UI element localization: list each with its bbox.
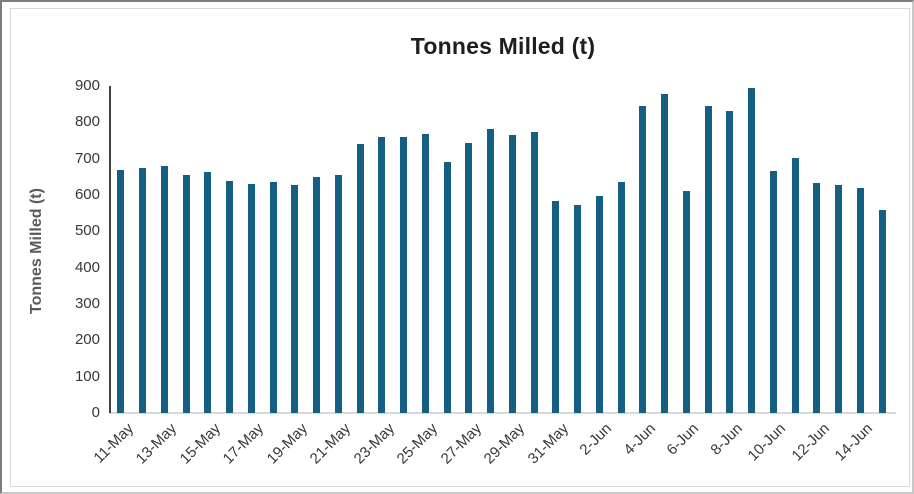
y-tick-label: 800 <box>74 113 100 131</box>
bar-13-Jun[interactable] <box>835 184 843 413</box>
bar-17-May[interactable] <box>247 183 255 413</box>
y-axis-title: Tonnes Milled (t) <box>28 188 45 314</box>
bar-9-Jun[interactable] <box>748 87 756 413</box>
bar-13-May[interactable] <box>160 166 168 413</box>
y-tick-label: 100 <box>74 367 100 385</box>
bar-15-May[interactable] <box>204 172 212 413</box>
bar-27-May[interactable] <box>465 142 473 413</box>
bar-7-Jun[interactable] <box>704 106 712 413</box>
bar-22-May[interactable] <box>356 143 364 413</box>
bar-6-Jun[interactable] <box>682 191 690 413</box>
y-tick-label: 500 <box>74 222 100 240</box>
y-tick-label: 300 <box>74 295 100 312</box>
bar-20-May[interactable] <box>313 176 321 413</box>
bar-5-Jun[interactable] <box>661 93 669 413</box>
chart-canvas[interactable]: Tonnes Milled (t) Tonnes Milled (t) 0 100… <box>10 8 910 487</box>
y-tick-label: 0 <box>91 404 100 421</box>
bar-2-Jun[interactable] <box>595 195 603 413</box>
bar-21-May[interactable] <box>334 175 342 413</box>
bar-1-Jun[interactable] <box>574 205 582 413</box>
y-tick-label: 900 <box>74 77 100 94</box>
bar-19-May[interactable] <box>291 184 299 413</box>
bar-30-May[interactable] <box>530 132 538 413</box>
bar-26-May[interactable] <box>443 162 451 413</box>
bar-14-Jun[interactable] <box>856 187 864 413</box>
bar-4-Jun[interactable] <box>639 105 647 413</box>
plot-area: 0 100 200 300 400 500 600 700 800 900 11-May 13-May… <box>75 77 896 467</box>
y-tick-label: 600 <box>74 186 100 203</box>
bar-18-May[interactable] <box>269 182 277 413</box>
bar-12-May[interactable] <box>139 168 147 413</box>
bar-28-May[interactable] <box>487 128 495 413</box>
chart-title: Tonnes Milled (t) <box>410 33 596 59</box>
y-axis-line <box>109 86 111 413</box>
bar-10-Jun[interactable] <box>769 170 777 413</box>
bar-24-May[interactable] <box>400 137 408 413</box>
bar-25-May[interactable] <box>421 133 429 413</box>
x-axis-line <box>109 412 896 414</box>
bar-16-May[interactable] <box>226 181 234 413</box>
bar-31-May[interactable] <box>552 201 560 413</box>
bar-15-Jun[interactable] <box>878 209 886 413</box>
bar-23-May[interactable] <box>378 136 386 413</box>
y-tick-label: 400 <box>74 258 100 276</box>
bar-11-Jun[interactable] <box>791 158 799 413</box>
y-tick-label: 700 <box>74 149 100 167</box>
bar-14-May[interactable] <box>182 174 190 413</box>
bar-29-May[interactable] <box>508 134 516 413</box>
bar-3-Jun[interactable] <box>617 182 625 413</box>
bar-8-Jun[interactable] <box>726 111 734 413</box>
y-tick-label: 200 <box>74 331 100 349</box>
bar-11-May[interactable] <box>117 169 125 413</box>
bar-12-Jun[interactable] <box>813 183 821 413</box>
